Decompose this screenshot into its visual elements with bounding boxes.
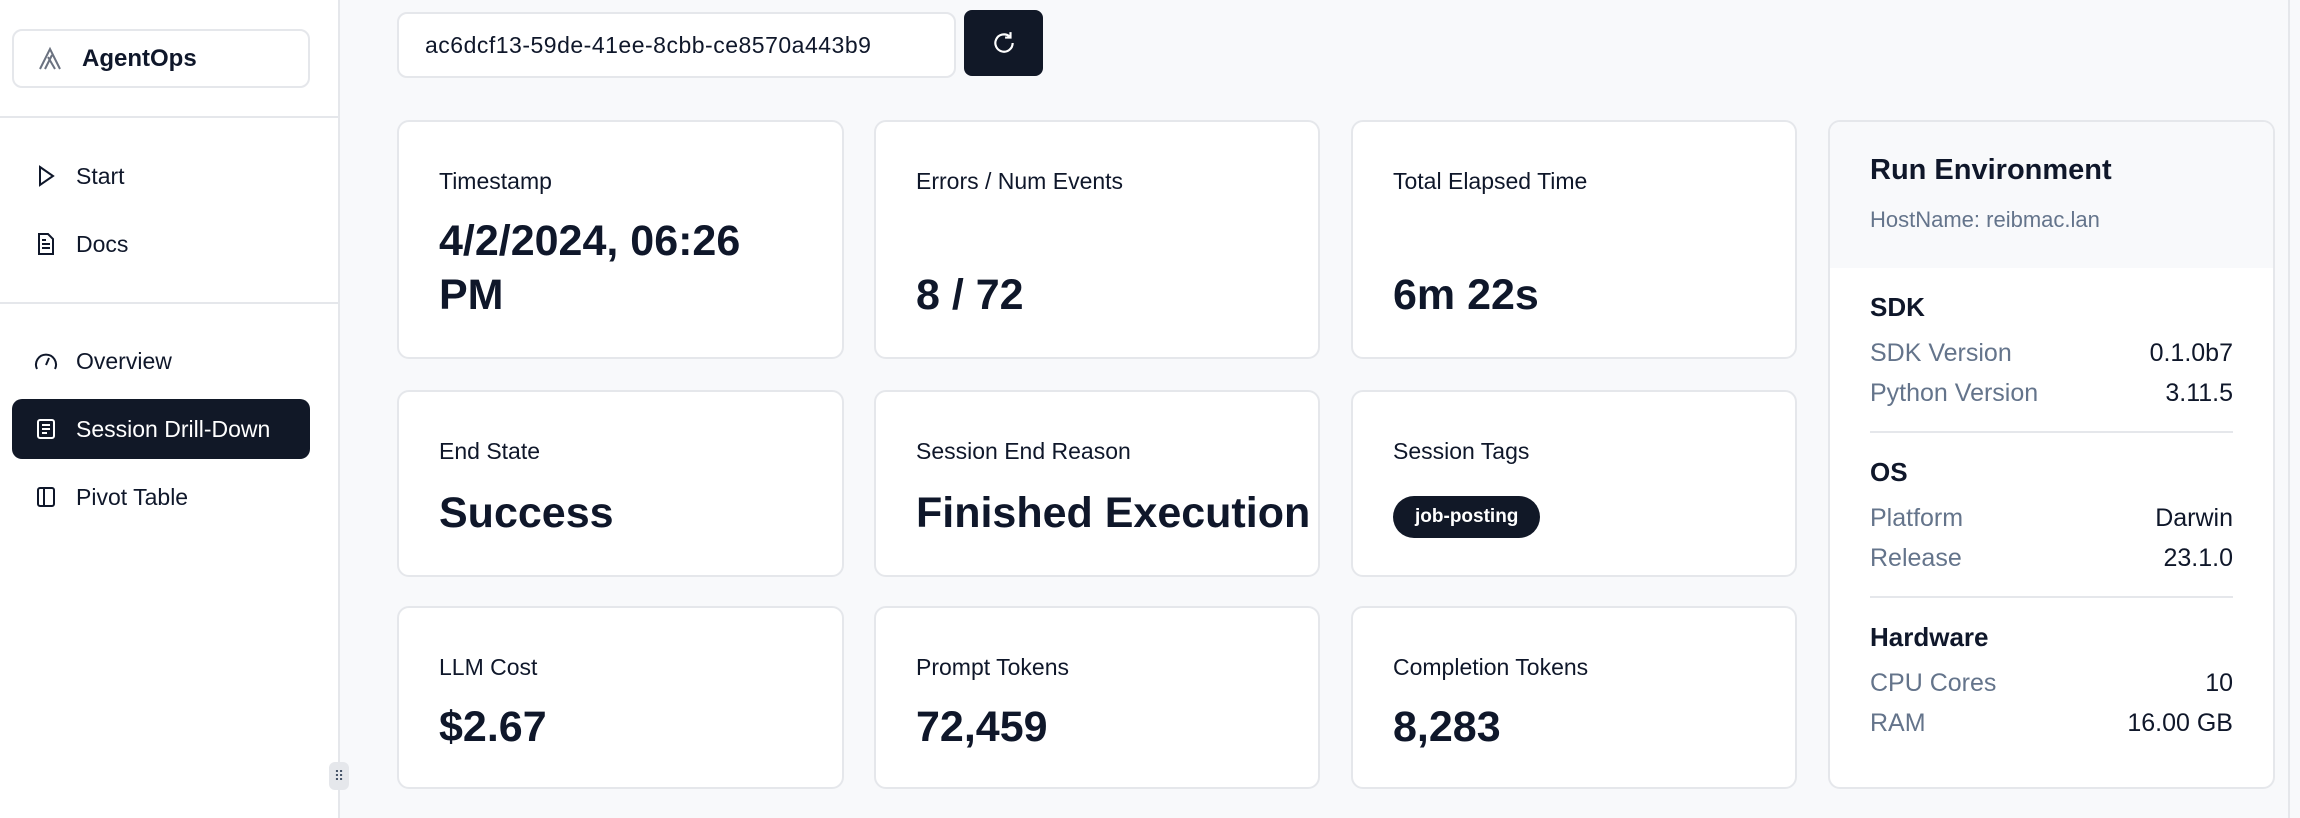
sidebar-item-label: Overview bbox=[76, 347, 172, 374]
env-value: 10 bbox=[2205, 669, 2233, 697]
section-title: OS bbox=[1870, 457, 1908, 487]
card-label: Session End Reason bbox=[916, 438, 1131, 464]
sidebar-item-label: Session Drill-Down bbox=[76, 415, 271, 442]
sidebar-item-overview[interactable]: Overview bbox=[12, 331, 310, 391]
sidebar-item-session-drill-down[interactable]: Session Drill-Down bbox=[12, 399, 310, 459]
timestamp-card: Timestamp 4/2/2024, 06:26 PM bbox=[397, 120, 844, 359]
elapsed-time-card: Total Elapsed Time 6m 22s bbox=[1351, 120, 1797, 359]
env-row: Platform Darwin bbox=[1870, 498, 2233, 538]
hardware-section: Hardware CPU Cores 10 RAM 16.00 GB bbox=[1830, 622, 2273, 743]
card-label: Errors / Num Events bbox=[916, 168, 1124, 194]
card-label: Completion Tokens bbox=[1393, 654, 1589, 680]
card-label: End State bbox=[439, 438, 541, 464]
run-environment-header: Run Environment HostName: reibmac.lan bbox=[1830, 122, 2273, 268]
env-row: Python Version 3.11.5 bbox=[1870, 373, 2233, 413]
env-value: 3.11.5 bbox=[2165, 379, 2233, 407]
env-row: Release 23.1.0 bbox=[1870, 538, 2233, 578]
hostname: HostName: reibmac.lan bbox=[1870, 207, 2100, 232]
env-value: 23.1.0 bbox=[2163, 544, 2233, 572]
completion-tokens-card: Completion Tokens 8,283 bbox=[1351, 606, 1797, 789]
refresh-icon bbox=[993, 32, 1014, 53]
env-row: SDK Version 0.1.0b7 bbox=[1870, 333, 2233, 373]
env-value: Darwin bbox=[2155, 504, 2233, 532]
env-key: CPU Cores bbox=[1870, 669, 1997, 697]
sidebar-divider bbox=[0, 116, 338, 118]
sidebar-item-label: Docs bbox=[76, 230, 129, 257]
card-value: 6m 22s bbox=[1393, 271, 1539, 319]
section-divider bbox=[1870, 431, 2233, 433]
card-label: Timestamp bbox=[439, 168, 552, 194]
card-value: Finished Execution bbox=[916, 489, 1311, 537]
panel-title: Run Environment bbox=[1870, 154, 2112, 186]
section-title: SDK bbox=[1870, 292, 1925, 322]
llm-cost-card: LLM Cost $2.67 bbox=[397, 606, 844, 789]
sidebar-item-pivot-table[interactable]: Pivot Table bbox=[12, 467, 310, 527]
sidebar-item-label: Start bbox=[76, 162, 125, 189]
prompt-tokens-card: Prompt Tokens 72,459 bbox=[874, 606, 1320, 789]
env-key: Platform bbox=[1870, 504, 1964, 532]
list-icon bbox=[37, 419, 55, 439]
columns-icon bbox=[37, 487, 55, 507]
sidebar-resize-handle[interactable]: ⠿ bbox=[329, 762, 349, 790]
sidebar: AgentOps Start Docs Overview Session Dri… bbox=[0, 0, 340, 818]
sidebar-divider bbox=[0, 302, 338, 304]
agentops-logo-icon bbox=[39, 46, 61, 70]
refresh-button[interactable] bbox=[964, 10, 1043, 76]
env-key: Release bbox=[1870, 544, 1962, 572]
card-value: 72,459 bbox=[916, 703, 1048, 751]
env-row: CPU Cores 10 bbox=[1870, 663, 2233, 703]
scrollbar[interactable] bbox=[2288, 0, 2290, 818]
card-label: Prompt Tokens bbox=[916, 654, 1069, 680]
app-name: AgentOps bbox=[82, 44, 197, 72]
env-key: RAM bbox=[1870, 709, 1926, 737]
run-environment-panel: Run Environment HostName: reibmac.lan SD… bbox=[1828, 120, 2275, 789]
app-logo-button[interactable]: AgentOps bbox=[12, 29, 310, 88]
section-title: Hardware bbox=[1870, 622, 1989, 652]
env-key: Python Version bbox=[1870, 379, 2039, 407]
card-label: Total Elapsed Time bbox=[1393, 168, 1588, 194]
os-section: OS Platform Darwin Release 23.1.0 bbox=[1830, 457, 2273, 578]
card-label: Session Tags bbox=[1393, 438, 1530, 464]
sidebar-item-start[interactable]: Start bbox=[12, 146, 310, 206]
sdk-section: SDK SDK Version 0.1.0b7 Python Version 3.1… bbox=[1830, 292, 2273, 413]
document-icon bbox=[38, 233, 54, 255]
env-row: RAM 16.00 GB bbox=[1870, 703, 2233, 743]
tag-badge[interactable]: job-posting bbox=[1393, 496, 1541, 538]
session-id-input[interactable]: ac6dcf13-59de-41ee-8cbb-ce8570a443b9 bbox=[397, 12, 956, 78]
end-reason-card: Session End Reason Finished Execution bbox=[874, 390, 1320, 577]
env-value: 16.00 GB bbox=[2127, 709, 2233, 737]
sidebar-item-label: Pivot Table bbox=[76, 483, 189, 510]
card-value: 8 / 72 bbox=[916, 271, 1024, 319]
env-key: SDK Version bbox=[1870, 339, 2012, 367]
gauge-icon bbox=[35, 353, 57, 370]
end-state-card: End State Success bbox=[397, 390, 844, 577]
errors-events-card: Errors / Num Events 8 / 72 bbox=[874, 120, 1320, 359]
card-label: LLM Cost bbox=[439, 654, 538, 680]
section-divider bbox=[1870, 596, 2233, 598]
card-value: $2.67 bbox=[439, 703, 547, 751]
card-value: Success bbox=[439, 489, 614, 537]
play-icon bbox=[39, 165, 55, 187]
session-tags-card: Session Tags job-posting bbox=[1351, 390, 1797, 577]
sidebar-item-docs[interactable]: Docs bbox=[12, 214, 310, 274]
card-value: 4/2/2024, 06:26 PM bbox=[439, 217, 741, 319]
card-value: 8,283 bbox=[1393, 703, 1501, 751]
env-value: 0.1.0b7 bbox=[2149, 339, 2233, 367]
